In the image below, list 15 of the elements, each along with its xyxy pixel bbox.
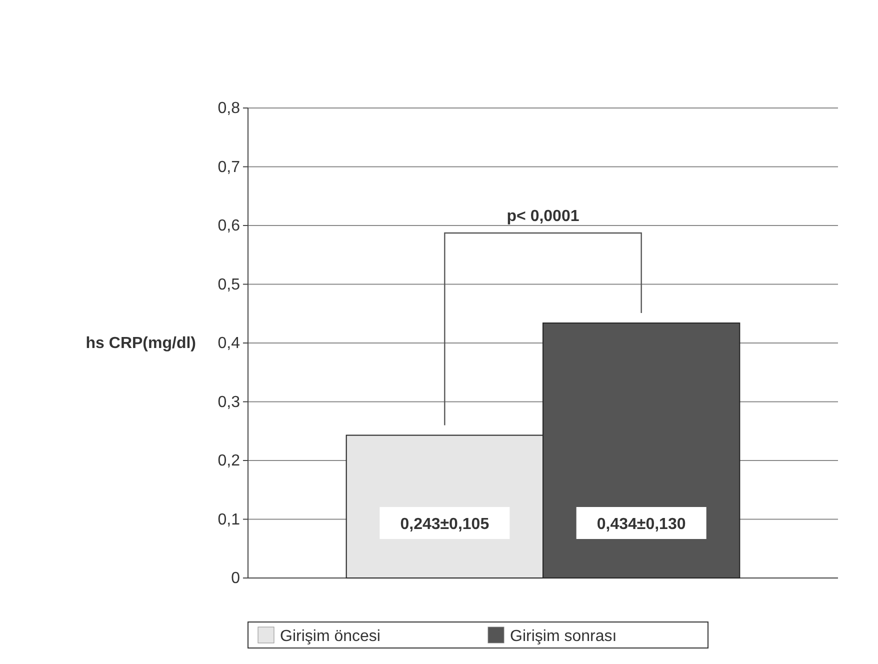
y-tick-label: 0,5 xyxy=(218,276,240,294)
y-tick-label: 0,6 xyxy=(218,218,240,234)
annotation: p< 0,0001 xyxy=(506,208,580,226)
data-label: 0,243±0,105 xyxy=(400,516,490,533)
y-tick-label: 0,8 xyxy=(218,100,240,117)
y-tick-label: 0,4 xyxy=(218,335,240,352)
legend-label: Girişim sonrası xyxy=(510,628,617,645)
y-tick-label: 0,1 xyxy=(218,511,240,528)
y-tick-label: 0 xyxy=(231,570,240,587)
y-tick-label: 0,2 xyxy=(218,452,240,470)
y-tick-label: 0,3 xyxy=(218,394,240,411)
y-axis-title: hs CRP(mg/dl) xyxy=(86,335,196,352)
data-label: 0,434±0,130 xyxy=(596,516,686,533)
legend-label: Girişim öncesi xyxy=(280,628,380,645)
y-tick-label: 0,7 xyxy=(218,158,240,176)
